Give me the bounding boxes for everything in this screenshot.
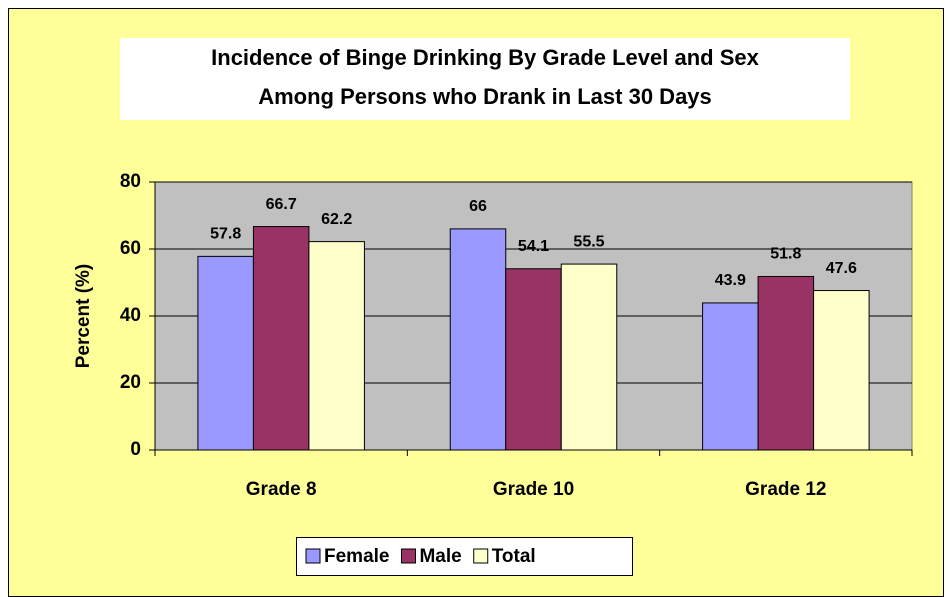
data-label: 55.5 <box>573 233 604 250</box>
legend-label: Male <box>419 546 461 567</box>
y-axis-label: Percent (%) <box>73 264 94 369</box>
chart-title: Among Persons who Drank in Last 30 Days <box>258 84 712 109</box>
legend-swatch <box>400 548 416 564</box>
y-tick-label: 80 <box>120 171 141 192</box>
y-tick-label: 0 <box>130 439 141 460</box>
x-tick-label: Grade 12 <box>745 479 826 500</box>
legend-swatch <box>473 548 489 564</box>
data-label: 43.9 <box>715 272 746 289</box>
data-label: 66 <box>469 198 487 215</box>
bar <box>560 263 618 451</box>
chart-title: Incidence of Binge Drinking By Grade Lev… <box>211 45 759 70</box>
data-label: 66.7 <box>266 196 297 213</box>
bar <box>197 255 254 451</box>
x-tick-label: Grade 10 <box>493 479 574 500</box>
legend-label: Total <box>492 546 536 567</box>
y-tick-label: 60 <box>120 238 141 259</box>
y-tick-label: 40 <box>120 305 141 326</box>
y-tick-label: 20 <box>120 372 141 393</box>
bar <box>757 275 815 451</box>
data-label: 57.8 <box>210 226 241 243</box>
bar <box>252 226 310 451</box>
data-label: 62.2 <box>321 211 352 228</box>
bar <box>449 228 507 451</box>
legend-swatch <box>305 548 321 564</box>
data-label: 51.8 <box>770 246 801 263</box>
x-tick-label: Grade 8 <box>246 479 317 500</box>
legend-label: Female <box>324 546 389 567</box>
legend <box>296 537 633 576</box>
bar <box>505 268 562 451</box>
data-label: 54.1 <box>518 238 549 255</box>
bar <box>702 302 759 451</box>
bar <box>308 241 365 451</box>
title-box <box>120 38 850 120</box>
data-label: 47.6 <box>826 260 857 277</box>
bar <box>813 290 870 451</box>
